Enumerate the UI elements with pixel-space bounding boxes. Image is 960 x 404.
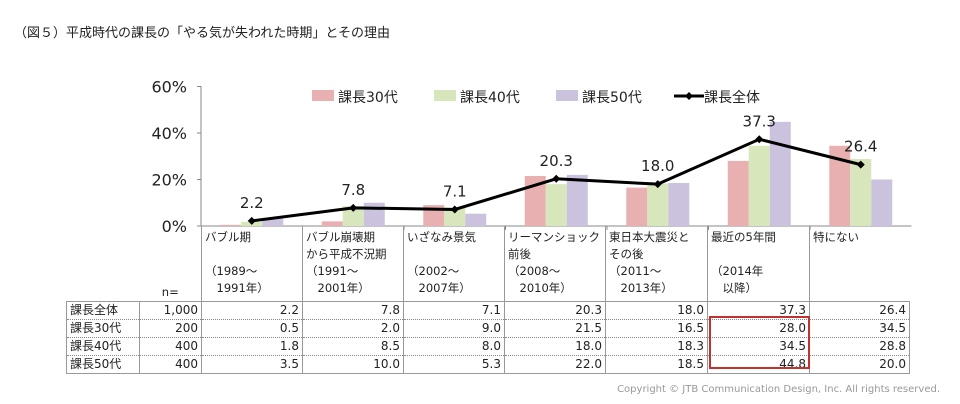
line-marker — [450, 205, 459, 214]
table-cell: 28.8 — [809, 337, 910, 356]
bar-課長30代-4 — [626, 187, 648, 226]
data-label: 2.2 — [240, 194, 264, 212]
legend-marker — [685, 92, 693, 100]
table-cell: 18.0 — [504, 337, 606, 356]
line-marker — [552, 174, 561, 183]
bar-課長40代-1 — [342, 206, 364, 226]
bar-課長40代-2 — [444, 207, 466, 226]
legend-label: 課長30代 — [338, 90, 398, 106]
table-cell: 26.4 — [809, 301, 910, 320]
bar-課長30代-0 — [220, 224, 242, 226]
table-cell: 16.5 — [605, 319, 708, 338]
bar-課長30代-5 — [727, 160, 749, 226]
legend-swatch — [434, 90, 456, 101]
table-cell: 18.0 — [605, 301, 708, 320]
category-header: いざなみ景気 （2002～ 2007年） — [403, 226, 505, 302]
bar-課長30代-3 — [524, 176, 546, 226]
legend-swatch — [312, 90, 334, 101]
bar-課長50代-4 — [668, 182, 690, 226]
data-label: 7.8 — [341, 181, 365, 199]
table-cell: 5.3 — [403, 355, 505, 374]
bar-課長40代-3 — [545, 184, 567, 226]
bar-課長30代-1 — [321, 221, 343, 226]
bar-課長40代-6 — [850, 159, 872, 226]
table-cell: 8.5 — [302, 337, 404, 356]
data-label: 18.0 — [641, 157, 674, 175]
table-cell: 2.2 — [201, 301, 303, 320]
table-cell: 20.3 — [504, 301, 606, 320]
table-corner — [67, 226, 140, 302]
figure-title: （図５）平成時代の課長の「やる気が失われた時期」とその理由 — [14, 26, 390, 41]
table-cell: 18.5 — [605, 355, 708, 374]
table-cell: 2.0 — [302, 319, 404, 338]
category-header: 特にない — [809, 226, 910, 302]
line-marker — [349, 203, 358, 212]
data-table: n= バブル期 （1989～ 1991年） バブル崩壊期 から平成不況期 （1991… — [66, 226, 910, 374]
category-header: バブル期 （1989～ 1991年） — [201, 226, 303, 302]
table-row: 課長全体 1,000 2.2 7.8 7.1 20.3 18.0 37.3 26.4 — [66, 301, 910, 320]
bar-課長40代-4 — [647, 183, 669, 226]
table-cell: 18.3 — [605, 337, 708, 356]
y-tick-label: 0% — [162, 217, 187, 236]
bar-課長50代-5 — [769, 121, 791, 226]
y-tick-label: 40% — [151, 124, 187, 143]
row-label: 課長30代 — [66, 319, 140, 338]
data-label: 7.1 — [443, 182, 467, 200]
line-marker — [247, 216, 256, 225]
table-cell: 1.8 — [201, 337, 303, 356]
row-n: 200 — [139, 319, 202, 338]
line-marker — [856, 160, 865, 169]
line-marker — [755, 135, 764, 144]
table-cell: 28.0 — [707, 319, 810, 338]
bar-課長50代-6 — [871, 179, 893, 226]
table-cell: 7.1 — [403, 301, 505, 320]
legend-label: 課長全体 — [704, 89, 760, 106]
data-label: 20.3 — [540, 152, 573, 170]
n-label: n= — [161, 285, 179, 299]
table-cell: 7.8 — [302, 301, 404, 320]
row-n: 400 — [139, 355, 202, 374]
category-header: 東日本大震災と その後 （2011～ 2013年） — [605, 226, 708, 302]
category-header: バブル崩壊期 から平成不況期 （1991～ 2001年） — [302, 226, 404, 302]
bar-課長50代-3 — [566, 174, 588, 226]
data-label: 37.3 — [743, 112, 776, 130]
legend-label: 課長40代 — [460, 90, 520, 106]
table-cell: 20.0 — [809, 355, 910, 374]
row-label: 課長50代 — [66, 355, 140, 374]
table-cell: 21.5 — [504, 319, 606, 338]
line-marker — [653, 180, 662, 189]
data-label: 26.4 — [844, 138, 877, 156]
table-cell: 34.5 — [707, 337, 810, 356]
row-label: 課長全体 — [66, 301, 140, 320]
bar-課長50代-0 — [262, 217, 284, 226]
row-n: 400 — [139, 337, 202, 356]
table-row: 課長50代 400 3.5 10.0 5.3 22.0 18.5 44.8 20.0 — [66, 355, 910, 374]
category-header: 最近の5年間 （2014年 以降） — [707, 226, 810, 302]
table-cell: 22.0 — [504, 355, 606, 374]
legend-label: 課長50代 — [582, 90, 642, 106]
row-n: 1,000 — [139, 301, 202, 320]
bar-課長30代-6 — [829, 145, 851, 226]
table-cell: 0.5 — [201, 319, 303, 338]
table-cell: 3.5 — [201, 355, 303, 374]
copyright: Copyright © JTB Communication Design, In… — [617, 384, 940, 395]
table-cell: 9.0 — [403, 319, 505, 338]
bar-課長50代-1 — [363, 202, 385, 226]
table-row: 課長30代 200 0.5 2.0 9.0 21.5 16.5 28.0 34.5 — [66, 319, 910, 338]
y-tick-label: 60% — [151, 78, 187, 97]
row-label: 課長40代 — [66, 337, 140, 356]
table-row: 課長40代 400 1.8 8.5 8.0 18.0 18.3 34.5 28.8 — [66, 337, 910, 356]
legend-swatch — [556, 90, 578, 101]
table-cell: 10.0 — [302, 355, 404, 374]
bar-課長50代-2 — [465, 213, 487, 226]
bar-課長40代-5 — [748, 145, 770, 226]
table-cell: 37.3 — [707, 301, 810, 320]
highlight-box — [709, 316, 810, 369]
y-tick-label: 20% — [151, 171, 187, 190]
category-header: リーマンショック 前後 （2008～ 2010年） — [504, 226, 606, 302]
table-cell: 8.0 — [403, 337, 505, 356]
table-cell: 34.5 — [809, 319, 910, 338]
